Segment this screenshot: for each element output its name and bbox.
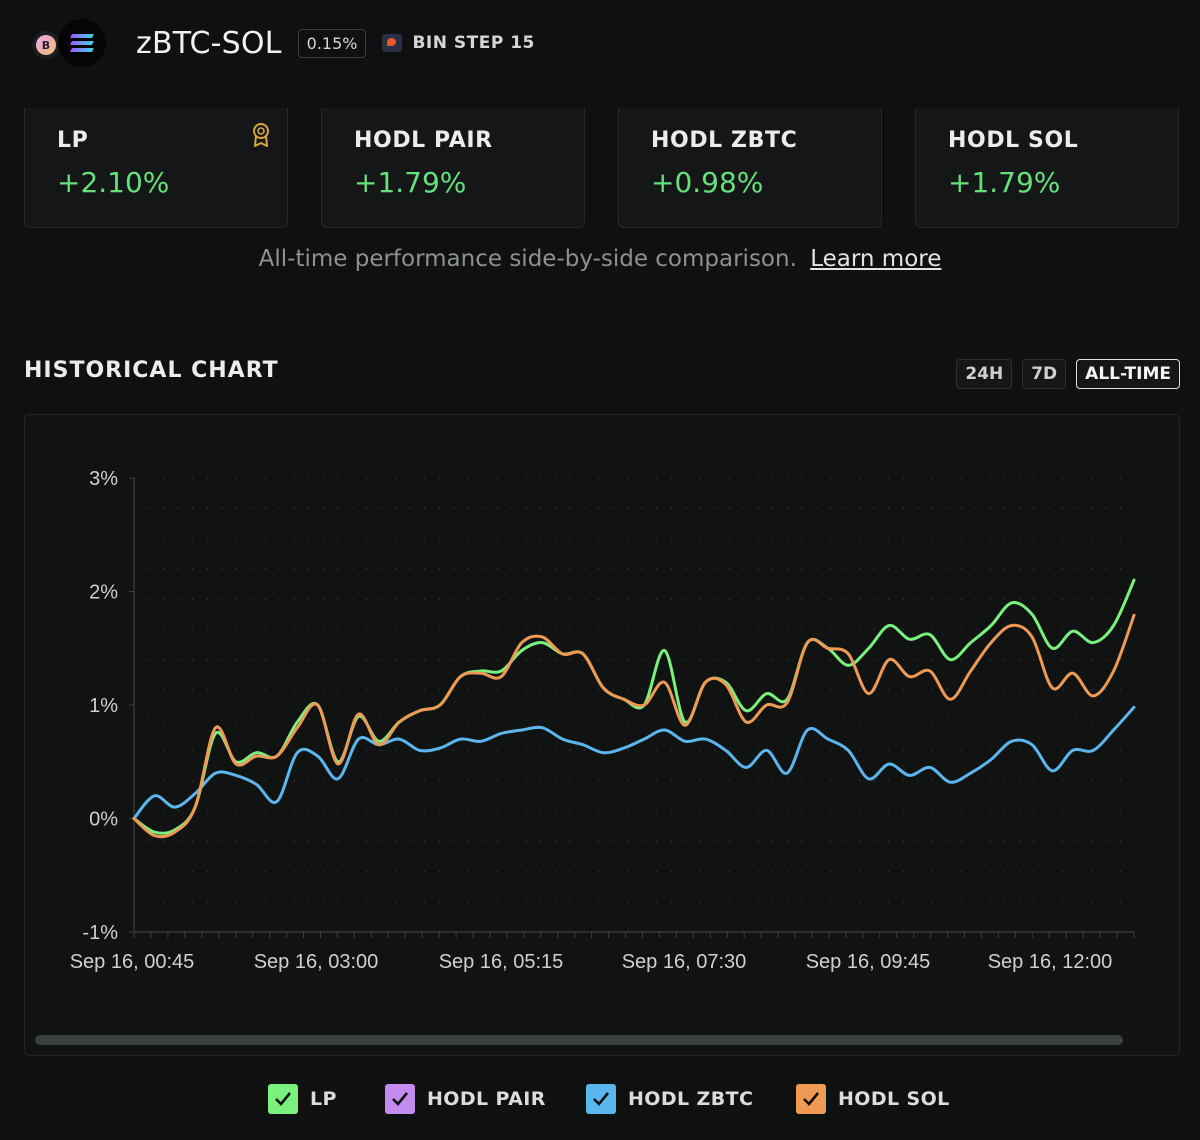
card-hodl-zbtc: HODL ZBTC +0.98% (618, 108, 882, 228)
range-selector: 24H 7D ALL-TIME (956, 359, 1180, 389)
award-icon[interactable] (251, 122, 271, 148)
pool-header: B zBTC-SOL 0.15% BIN STEP 15 (24, 18, 535, 68)
legend-label: HODL SOL (838, 1088, 950, 1110)
series-line-lp (132, 578, 1136, 835)
legend-item-hodl-zbtc[interactable]: HODL ZBTC (586, 1084, 753, 1114)
legend-label: HODL ZBTC (628, 1088, 754, 1110)
performance-cards: LP +2.10% HODL PAIR +1.79% HODL ZBTC +0.… (24, 108, 1180, 228)
card-hodl-pair: HODL PAIR +1.79% (321, 108, 585, 228)
legend-label: LP (310, 1088, 337, 1110)
checkbox-check-icon[interactable] (268, 1084, 298, 1114)
caption-text: All-time performance side-by-side compar… (258, 246, 797, 272)
legend-item-lp[interactable]: LP (268, 1084, 337, 1114)
range-all-time-button[interactable]: ALL-TIME (1076, 359, 1180, 389)
y-tick-label: 3% (89, 468, 118, 490)
card-value: +1.79% (354, 166, 467, 199)
legend-label: HODL PAIR (427, 1088, 546, 1110)
x-tick-label: Sep 16, 07:30 (622, 951, 747, 973)
y-tick-label: -1% (82, 922, 118, 944)
series-line-hodl-sol (132, 613, 1136, 839)
card-value: +0.98% (651, 166, 764, 199)
card-label: HODL ZBTC (651, 128, 798, 153)
token-pair-icons: B (24, 19, 106, 67)
series-line-hodl-zbtc (132, 705, 1136, 820)
x-tick-label: Sep 16, 05:15 (439, 951, 564, 973)
card-label: LP (57, 128, 89, 153)
checkbox-check-icon[interactable] (385, 1084, 415, 1114)
card-label: HODL PAIR (354, 128, 493, 153)
card-value: +1.79% (948, 166, 1061, 199)
bin-step-icon (382, 34, 403, 52)
x-tick-label: Sep 16, 03:00 (254, 951, 379, 973)
legend-item-hodl-sol[interactable]: HODL SOL (796, 1084, 950, 1114)
learn-more-link[interactable]: Learn more (810, 246, 942, 272)
range-7d-button[interactable]: 7D (1022, 359, 1067, 389)
chart-legend: LP HODL PAIR HODL ZBTC HODL SOL (0, 1084, 1200, 1118)
fee-badge: 0.15% (297, 28, 367, 58)
card-lp: LP +2.10% (24, 108, 288, 228)
zbtc-token-icon: B (32, 31, 60, 59)
historical-chart-title: HISTORICAL CHART (24, 358, 279, 383)
card-label: HODL SOL (948, 128, 1079, 153)
card-hodl-sol: HODL SOL +1.79% (915, 108, 1179, 228)
historical-line-chart[interactable]: 3% 2% 1% 0% -1% Sep 16, 00:45 Sep 16, 03:00 Sep… (25, 415, 1181, 1015)
x-tick-label: Sep 16, 12:00 (988, 951, 1113, 973)
y-tick-label: 0% (89, 809, 118, 831)
range-24h-button[interactable]: 24H (956, 359, 1013, 389)
comparison-caption: All-time performance side-by-side compar… (0, 246, 1200, 272)
x-tick-label: Sep 16, 00:45 (70, 951, 195, 973)
x-tick-label: Sep 16, 09:45 (806, 951, 931, 973)
sol-token-icon (58, 19, 106, 67)
chart-panel: 3% 2% 1% 0% -1% Sep 16, 00:45 Sep 16, 03:00 Sep… (24, 414, 1180, 1056)
legend-item-hodl-pair[interactable]: HODL PAIR (385, 1084, 546, 1114)
card-value: +2.10% (57, 166, 170, 199)
bin-step-badge: BIN STEP 15 (382, 33, 534, 53)
checkbox-check-icon[interactable] (586, 1084, 616, 1114)
y-tick-label: 2% (89, 582, 118, 604)
chart-scrollbar[interactable] (35, 1035, 1123, 1045)
bin-step-label: BIN STEP 15 (412, 33, 535, 53)
checkbox-check-icon[interactable] (796, 1084, 826, 1114)
y-tick-label: 1% (89, 695, 118, 717)
pair-name: zBTC-SOL (136, 25, 282, 61)
